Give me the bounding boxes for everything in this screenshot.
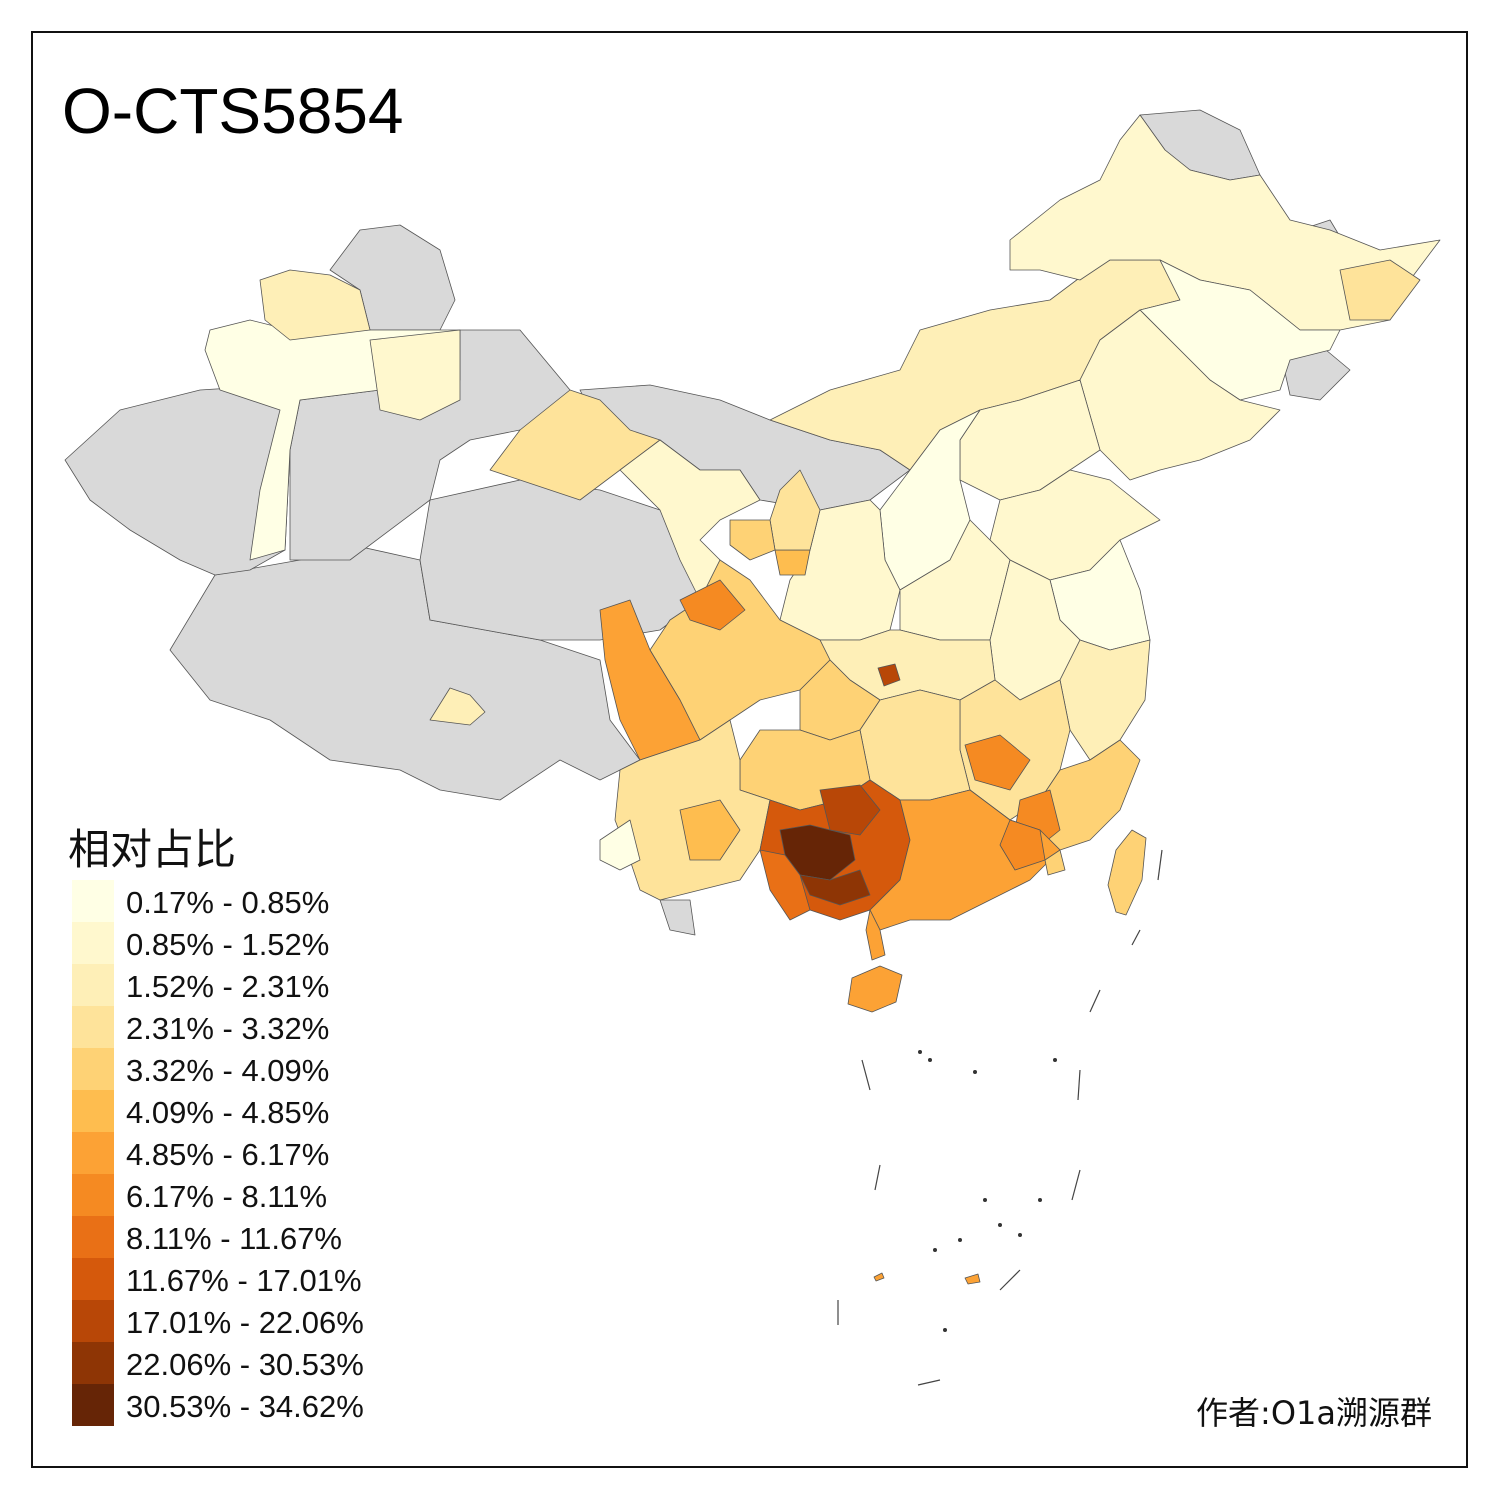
island-line-9 xyxy=(1157,849,1163,881)
legend-swatch xyxy=(72,880,114,922)
island-line-2 xyxy=(874,1164,881,1191)
region-taiwan xyxy=(1107,829,1147,916)
island-dot xyxy=(928,1058,932,1062)
region-tacheng xyxy=(259,269,371,341)
legend-label: 11.67% - 17.01% xyxy=(126,1263,362,1298)
region-zhejiang xyxy=(1059,639,1151,761)
region-yanbian xyxy=(1339,259,1421,321)
island-line-8 xyxy=(917,1379,941,1386)
region-dehong xyxy=(599,819,641,871)
region-hainan xyxy=(847,965,903,1013)
region-heilongjiang xyxy=(1009,114,1441,331)
island-dot xyxy=(933,1248,937,1252)
legend-label: 4.85% - 6.17% xyxy=(126,1137,330,1172)
region-hechi xyxy=(819,784,881,836)
region-baoji xyxy=(774,549,811,576)
region-aba xyxy=(679,579,746,631)
no-data-regions xyxy=(64,109,1351,936)
region-liaoning xyxy=(1079,309,1281,481)
region-xinjiang-west xyxy=(64,384,291,576)
legend-swatch xyxy=(72,1384,114,1426)
legend-swatch xyxy=(72,1048,114,1090)
island-line-3 xyxy=(1089,989,1101,1013)
map-title: O-CTS5854 xyxy=(62,75,404,147)
region-gansu xyxy=(619,439,761,601)
island-line-5 xyxy=(1071,1169,1081,1201)
data-regions xyxy=(204,114,1441,1013)
legend-label: 17.01% - 22.06% xyxy=(126,1305,364,1340)
region-hami xyxy=(369,329,461,421)
author-credit: 作者:O1a溯源群 xyxy=(1196,1394,1432,1432)
region-tianshui xyxy=(729,519,776,561)
island-line-4 xyxy=(1077,1069,1081,1101)
legend-label: 2.31% - 3.32% xyxy=(126,1011,330,1046)
legend-label: 8.11% - 11.67% xyxy=(126,1221,342,1256)
legend-swatch xyxy=(72,1342,114,1384)
legend-label: 4.09% - 4.85% xyxy=(126,1095,330,1130)
region-honghe xyxy=(679,799,741,861)
region-yunnan-south xyxy=(659,899,696,936)
legend-title: 相对占比 xyxy=(68,825,237,874)
island-dot xyxy=(983,1198,987,1202)
island-orange-2 xyxy=(873,1272,885,1282)
region-ganzhou xyxy=(964,734,1031,791)
legend-label: 3.32% - 4.09% xyxy=(126,1053,330,1088)
region-zhanjiang xyxy=(865,909,886,961)
region-guangxi-south xyxy=(799,869,871,906)
legend-label: 22.06% - 30.53% xyxy=(126,1347,364,1382)
legend-swatch xyxy=(72,1090,114,1132)
legend-swatch xyxy=(72,1258,114,1300)
legend-swatch xyxy=(72,1132,114,1174)
south-china-sea-islands xyxy=(837,849,1163,1386)
legend-label: 0.17% - 0.85% xyxy=(126,885,330,920)
map-frame xyxy=(31,31,1468,1468)
island-line-1 xyxy=(861,1059,871,1091)
island-orange-1 xyxy=(964,1273,981,1285)
legend-label: 6.17% - 8.11% xyxy=(126,1179,328,1214)
island-dot xyxy=(943,1328,947,1332)
island-line-10 xyxy=(1131,929,1141,946)
legend-label: 30.53% - 34.62% xyxy=(126,1389,364,1424)
legend-swatch xyxy=(72,1216,114,1258)
legend-swatch xyxy=(72,1300,114,1342)
island-dot xyxy=(1053,1058,1057,1062)
legend-swatch xyxy=(72,922,114,964)
legend-label: 0.85% - 1.52% xyxy=(126,927,330,962)
legend-swatch xyxy=(72,964,114,1006)
region-meizhou xyxy=(999,819,1046,871)
island-dot xyxy=(1038,1198,1042,1202)
region-yichang xyxy=(877,663,901,687)
legend-swatch xyxy=(72,1006,114,1048)
legend-label: 1.52% - 2.31% xyxy=(126,969,330,1004)
region-hunan xyxy=(859,689,971,801)
island-dot xyxy=(973,1070,977,1074)
island-dot xyxy=(918,1050,922,1054)
island-line-6 xyxy=(999,1269,1021,1291)
island-dot xyxy=(958,1238,962,1242)
region-lhasa xyxy=(429,687,486,726)
region-baise xyxy=(759,849,811,921)
region-shantou xyxy=(1044,849,1066,876)
island-dot xyxy=(998,1223,1002,1227)
legend-swatch xyxy=(72,1174,114,1216)
island-dot xyxy=(1018,1233,1022,1237)
